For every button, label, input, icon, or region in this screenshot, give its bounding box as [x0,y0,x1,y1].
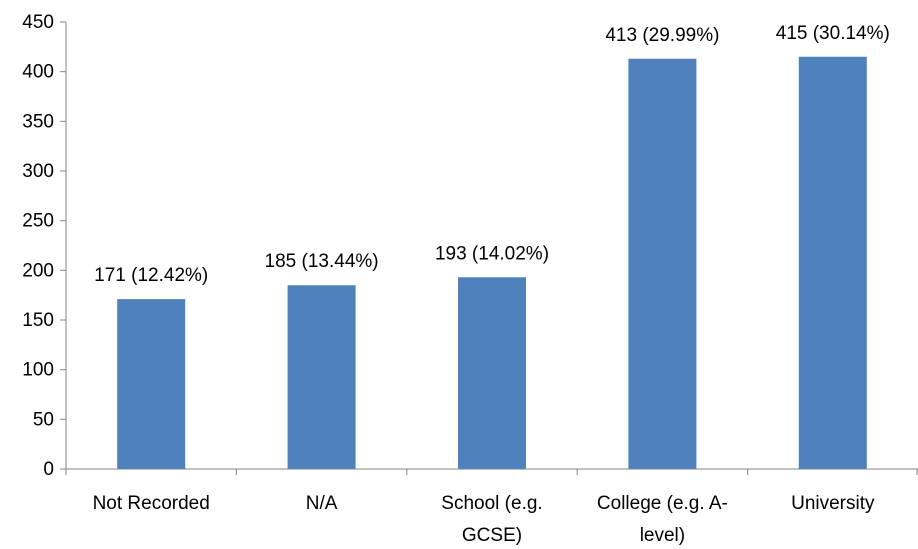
y-tick-label: 0 [43,459,54,480]
x-tick-label-line: N/A [306,493,338,514]
data-label: 413 (29.99%) [605,25,719,46]
data-labels: 171 (12.42%) 185 (13.44%) 193 (14.02%) 413 … [94,23,890,286]
y-axis: 0 50 100 150 200 250 300 350 400 450 [22,12,67,480]
bars [117,56,867,470]
y-tick-label: 100 [22,360,54,381]
bar [458,277,526,469]
x-tick-label: School (e.g. GCSE) [441,493,542,546]
x-tick-label-line: University [791,493,875,514]
y-tick-label: 400 [22,62,54,83]
data-label: 171 (12.42%) [94,265,208,286]
x-tick-label-line: GCSE) [462,525,522,546]
x-tick-label: College (e.g. A-level) [597,493,728,546]
x-axis [65,468,918,475]
category-labels: Not Recorded N/A School (e.g. GCSE) College … [93,493,875,546]
bar [628,58,697,470]
x-tick-label: Not Recorded [93,493,210,514]
data-label: 185 (13.44%) [265,251,379,272]
x-tick-label-line: Not Recorded [93,493,210,514]
y-tick-label: 450 [22,12,54,33]
data-label: 193 (14.02%) [435,243,549,264]
y-tick-label: 250 [22,211,54,232]
x-tick-label: University [791,493,875,514]
data-label: 415 (30.14%) [776,23,890,44]
x-tick-label: N/A [306,493,338,514]
x-tick-label-line: School (e.g. [441,493,542,514]
y-tick-label: 150 [22,310,54,331]
x-tick-label-line: level) [640,525,685,546]
bar [287,285,356,469]
x-tick-label-line: College (e.g. A- [597,493,728,514]
y-tick-label: 50 [33,409,54,430]
y-tick-label: 300 [22,161,54,182]
bar [117,299,186,469]
bar [798,56,867,470]
y-tick-label: 200 [22,260,54,281]
y-tick-label: 350 [22,111,54,132]
